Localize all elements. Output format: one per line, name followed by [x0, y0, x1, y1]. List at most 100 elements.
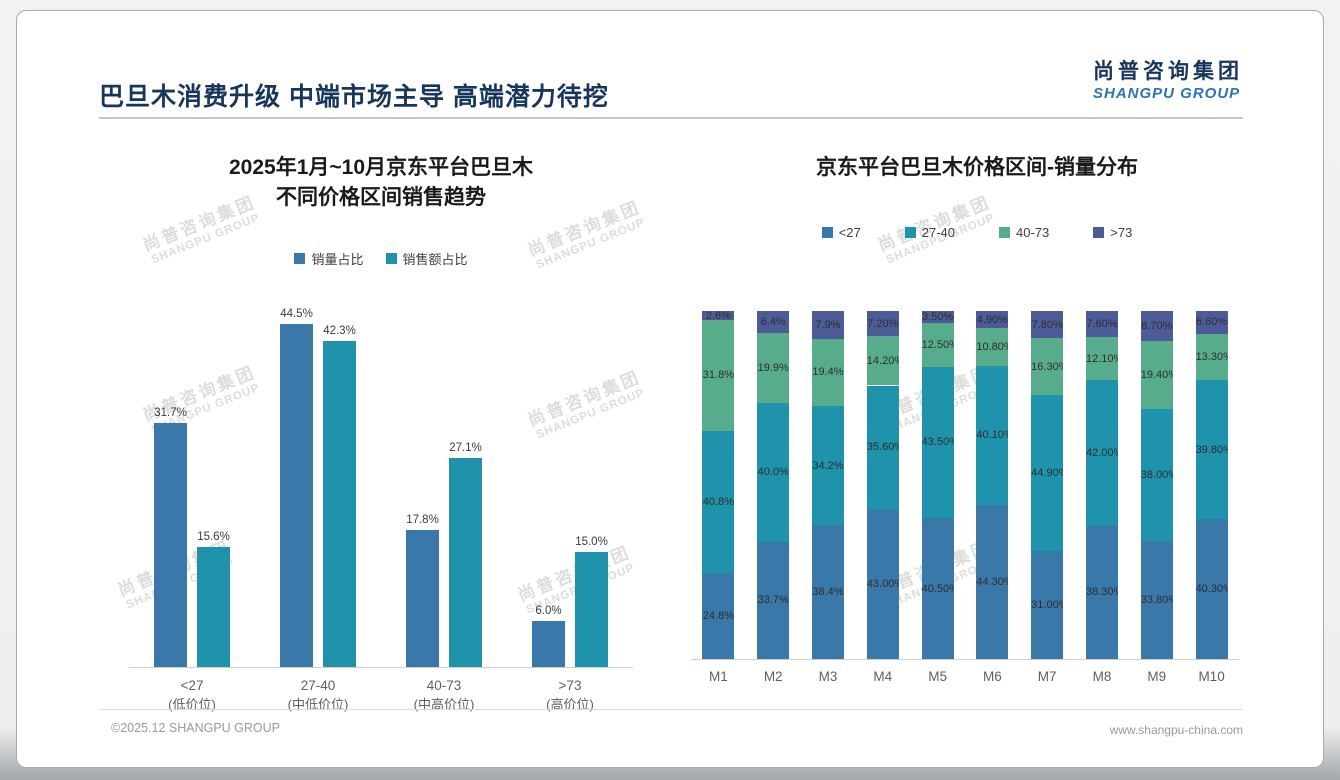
logo-text-cn: 尚普咨询集团: [1093, 60, 1243, 83]
stack-value-label: 8.70%: [1141, 320, 1173, 333]
bar-with-label: 17.8%: [406, 514, 439, 667]
stack-segment: [757, 311, 790, 334]
stack-value-label: 31.8%: [702, 369, 734, 382]
bar: [280, 324, 313, 667]
category-label: 40-73 (中高价位): [381, 677, 507, 714]
category-label: <27 (低价位): [129, 677, 255, 714]
legend-item: <27: [821, 225, 861, 240]
bar-value-label: 15.0%: [575, 535, 608, 548]
legend-swatch: [1093, 227, 1105, 238]
bar: [197, 546, 230, 667]
stack-column: 33.80% 38.00% 19.40% 8.70%: [1129, 311, 1184, 659]
stack-value-label: 7.60%: [1086, 318, 1118, 331]
stack-segment: [1140, 541, 1173, 659]
category-label: >73 (高价位): [507, 677, 633, 714]
stack-value-label: 44.90%: [1031, 467, 1063, 479]
category-label: M7: [1037, 669, 1057, 684]
stack-value-label: 7.9%: [815, 318, 841, 331]
stack-segment: [1085, 379, 1118, 526]
category-label: M1: [709, 669, 728, 684]
bar-with-label: 27.1%: [449, 442, 482, 667]
stack-value-label: 19.9%: [757, 361, 789, 374]
stack-value-label: 33.80%: [1140, 594, 1173, 607]
bar: [154, 422, 187, 667]
stack-value-label: 34.2%: [812, 459, 844, 472]
stack-value-label: 40.0%: [757, 466, 789, 479]
bar-value-label: 6.0%: [535, 604, 562, 617]
bar-with-label: 31.7%: [154, 407, 187, 667]
stack-bar: 38.4% 34.2% 19.4% 7.9%: [811, 311, 844, 659]
legend-label: >73: [1110, 225, 1133, 240]
stack-segment: [1031, 551, 1064, 659]
grouped-bar-plot: 31.7% 15.6% 44.5% 42.3% 17.8% 27.1% 6.0% 15.0%: [129, 308, 633, 668]
stack-segment: [976, 328, 1009, 366]
stack-segment: [866, 509, 899, 659]
category-label: M3: [818, 669, 838, 684]
stack-value-label: 40.8%: [702, 495, 734, 508]
stack-column: 44.30% 40.10% 10.80% 4.90%: [965, 311, 1020, 659]
legend-swatch: [904, 227, 916, 238]
stack-value-label: 39.80%: [1195, 443, 1228, 456]
stack-value-label: 40.30%: [1195, 582, 1228, 595]
stack-bar: 31.00% 44.90% 16.30% 7.80%: [1031, 311, 1064, 659]
category-sublabel: (中高价位): [413, 696, 475, 712]
grouped-bar-chart: 2025年1月~10月京东平台巴旦木 不同价格区间销售趋势 销量占比 销售额占比 …: [101, 141, 661, 716]
category-label: M9: [1147, 669, 1167, 684]
stack-value-label: 14.20%: [866, 354, 899, 367]
legend-label: <27: [838, 225, 861, 240]
bar: [406, 529, 439, 667]
category-label: 27-40 (中低价位): [255, 677, 381, 714]
chart-title: 2025年1月~10月京东平台巴旦木 不同价格区间销售趋势: [228, 156, 534, 210]
stack-segment: [1031, 338, 1064, 395]
stack-bar: 44.30% 40.10% 10.80% 4.90%: [976, 311, 1009, 659]
grouped-bar-legend: 销量占比 销售额占比: [101, 249, 661, 268]
page-title: 巴旦木消费升级 中端市场主导 高端潜力待挖: [99, 83, 609, 111]
stack-value-label: 12.10%: [1085, 352, 1118, 365]
stack-segment: [757, 402, 790, 542]
stack-segment: [757, 541, 790, 659]
stack-segment: [976, 311, 1009, 329]
bar-value-label: 17.8%: [406, 513, 439, 526]
stack-value-label: 7.80%: [1031, 318, 1063, 331]
stack-segment: [702, 430, 735, 573]
stacked-bar-legend: <27 27-40 40-73 >73: [677, 225, 1277, 240]
stack-value-label: 19.40%: [1140, 369, 1173, 382]
stack-bar: 40.50% 43.50% 12.50% 3.50%: [921, 311, 954, 659]
stack-bar: 33.7% 40.0% 19.9% 6.4%: [757, 311, 790, 659]
category-name: 40-73: [426, 678, 462, 693]
stack-value-label: 2.6%: [705, 311, 731, 322]
stack-segment: [1085, 525, 1118, 659]
stack-segment: [757, 333, 790, 403]
legend-item: 销售额占比: [385, 249, 468, 268]
legend-item: 40-73: [999, 225, 1049, 240]
legend-swatch: [999, 227, 1010, 238]
stack-column: 40.50% 43.50% 12.50% 3.50%: [910, 311, 965, 659]
bar-with-label: 6.0%: [532, 605, 565, 667]
stack-segment: [1195, 311, 1228, 334]
stack-segment: [866, 385, 899, 510]
stack-segment: [921, 311, 954, 324]
stack-segment: [1195, 518, 1228, 659]
stack-segment: [1195, 333, 1228, 381]
stack-segment: [976, 505, 1009, 659]
stack-value-label: 10.80%: [976, 340, 1008, 353]
stack-segment: [921, 323, 954, 367]
stack-segment: [1140, 341, 1173, 409]
stack-bar: 40.30% 39.80% 13.30% 6.60%: [1195, 311, 1228, 659]
legend-label: 27-40: [921, 225, 955, 240]
stack-value-label: 7.20%: [867, 317, 899, 330]
stack-segment: [1085, 311, 1118, 338]
slide-card: 尚普咨询集团 SHANGPU GROUP 尚普咨询集团 SHANGPU GROUP 尚普…: [16, 10, 1324, 768]
stack-segment: [1140, 311, 1173, 342]
stack-bar: 33.80% 38.00% 19.40% 8.70%: [1140, 311, 1173, 659]
chart-title: 京东平台巴旦木价格区间-销量分布: [816, 156, 1138, 179]
footer-url: www.shangpu-china.com: [1109, 723, 1243, 737]
title-underline: [99, 117, 1243, 119]
bar-value-label: 42.3%: [323, 325, 356, 338]
stack-value-label: 16.30%: [1031, 360, 1063, 373]
stack-column: 40.30% 39.80% 13.30% 6.60%: [1184, 311, 1239, 659]
category-label: M6: [983, 669, 1002, 684]
stack-segment: [1140, 408, 1173, 542]
stack-segment: [921, 366, 954, 519]
stack-value-label: 40.10%: [976, 429, 1008, 442]
